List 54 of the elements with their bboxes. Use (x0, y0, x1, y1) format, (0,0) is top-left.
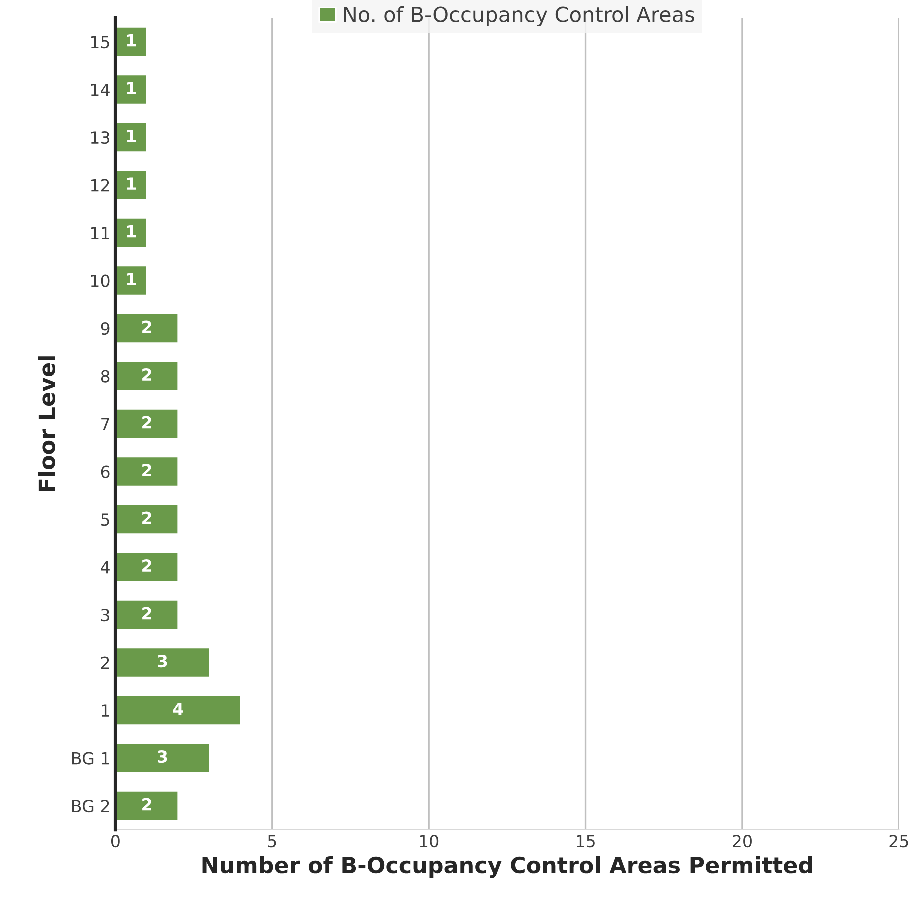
bar (116, 456, 180, 488)
y-tick-label: 5 (102, 514, 110, 526)
y-tick-label: 4 (101, 561, 110, 574)
y-tick-label: 14 (91, 84, 110, 96)
bar (116, 600, 180, 631)
bar (116, 504, 180, 536)
y-tick-label: BG 1 (72, 752, 110, 765)
bar (116, 790, 180, 822)
x-tick-label: 10 (420, 835, 439, 848)
data-label: 2 (142, 320, 152, 334)
x-tick-label: 25 (890, 835, 908, 848)
x-tick-label: 20 (733, 835, 752, 848)
data-label: 1 (127, 82, 136, 94)
bar (116, 313, 180, 344)
data-label: 1 (127, 273, 136, 286)
bar (116, 647, 210, 678)
x-axis-title: Number of B-Occupancy Control Areas Permitted (202, 856, 812, 878)
bar (116, 742, 210, 774)
y-tick-label: 13 (91, 131, 110, 144)
data-label: 3 (158, 750, 168, 764)
y-tick-label: 2 (101, 656, 110, 670)
y-tick-label: 9 (101, 322, 110, 336)
bar (116, 408, 180, 440)
y-tick-label: BG 2 (72, 800, 110, 813)
y-tick-label: 7 (102, 418, 110, 430)
y-tick-label: 1 (102, 704, 110, 717)
data-label: 1 (127, 225, 136, 238)
bar (116, 695, 242, 726)
data-label: 2 (142, 607, 152, 620)
legend-label: No. of B-Occupancy Control Areas (344, 6, 694, 27)
data-label: 2 (142, 416, 152, 429)
y-tick-label: 3 (102, 608, 110, 622)
data-label: 2 (142, 798, 152, 811)
y-tick-label: 8 (101, 370, 110, 383)
data-label: 1 (127, 130, 136, 142)
y-tick-label: 11 (91, 227, 110, 240)
data-label: 2 (142, 560, 152, 572)
y-tick-label: 15 (91, 36, 110, 49)
data-label: 1 (127, 178, 136, 190)
data-label: 4 (173, 702, 184, 716)
y-axis-title: Floor Level (38, 356, 56, 492)
data-label: 2 (142, 368, 152, 381)
data-label: 2 (142, 512, 152, 524)
data-label: 3 (158, 655, 168, 668)
bar (116, 552, 180, 583)
x-tick-label: 0 (111, 835, 120, 848)
x-tick-label: 5 (268, 835, 276, 848)
data-label: 2 (142, 464, 152, 476)
x-tick-label: 15 (577, 835, 595, 848)
y-tick-label: 12 (91, 179, 110, 192)
data-label: 1 (127, 34, 136, 47)
y-tick-label: 6 (101, 466, 110, 478)
y-tick-label: 10 (91, 274, 110, 288)
bar (116, 360, 180, 392)
